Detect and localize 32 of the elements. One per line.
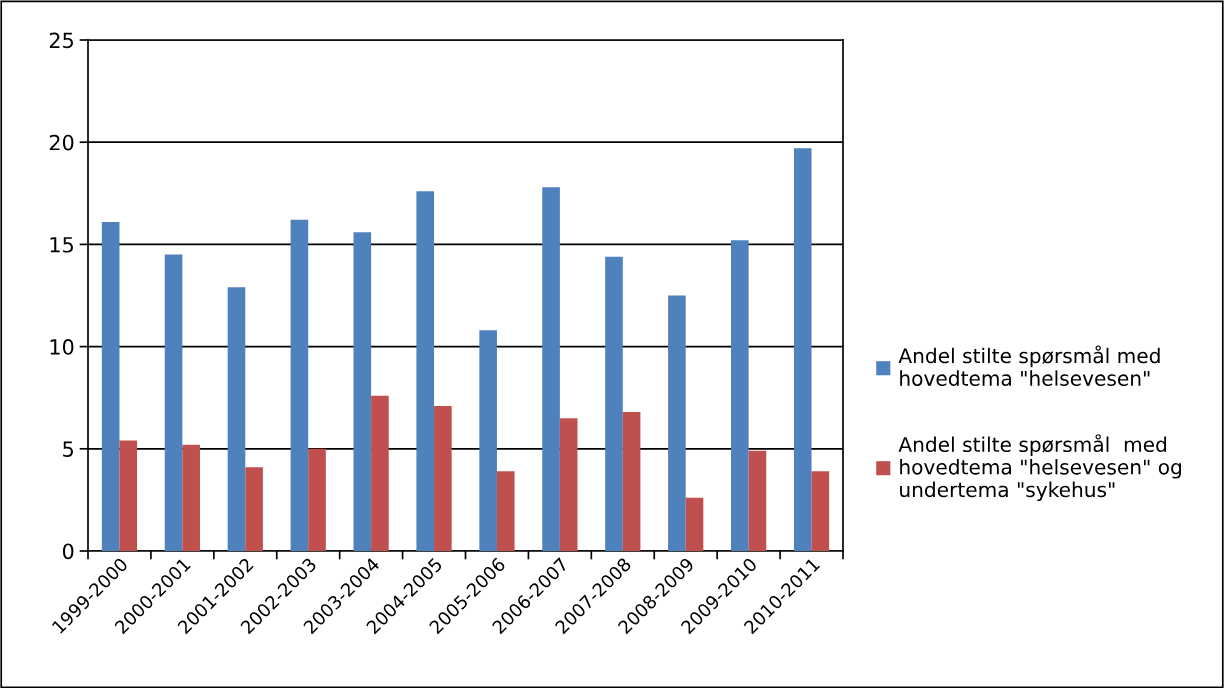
bar: [479, 330, 497, 551]
bar: [811, 471, 830, 551]
bar: [793, 148, 812, 551]
bar: [308, 448, 326, 551]
bar: [542, 187, 560, 551]
y-tick-label: 10: [50, 339, 74, 355]
bar: [416, 191, 435, 551]
bar: [731, 240, 749, 551]
y-tick-label: 15: [50, 237, 73, 253]
bar: [371, 395, 389, 551]
bar: [559, 418, 578, 551]
bar: [748, 450, 767, 551]
bar: [182, 444, 200, 551]
bar: [227, 287, 246, 551]
bar: [101, 221, 120, 551]
bar: [668, 295, 686, 551]
bar: [290, 219, 309, 551]
y-tick-label: 25: [49, 32, 73, 49]
bar: [685, 497, 704, 551]
bar: [119, 440, 138, 551]
y-tick-label: 20: [49, 134, 74, 151]
legend-label: Andel stilte spørsmål med hovedtema "helsevesen": [898, 345, 1160, 386]
bar: [164, 254, 183, 551]
bar: [605, 256, 623, 551]
legend-label: Andel stilte spørsmål med hovedtema "helsevesen" og undertema "sykehus": [898, 434, 1181, 502]
bar: [622, 412, 641, 551]
bar: [245, 467, 263, 551]
y-tick-label: 0: [62, 543, 74, 560]
bar: [434, 405, 452, 551]
bar: [496, 471, 515, 551]
y-tick-label: 5: [63, 441, 73, 458]
bar: [353, 232, 372, 551]
